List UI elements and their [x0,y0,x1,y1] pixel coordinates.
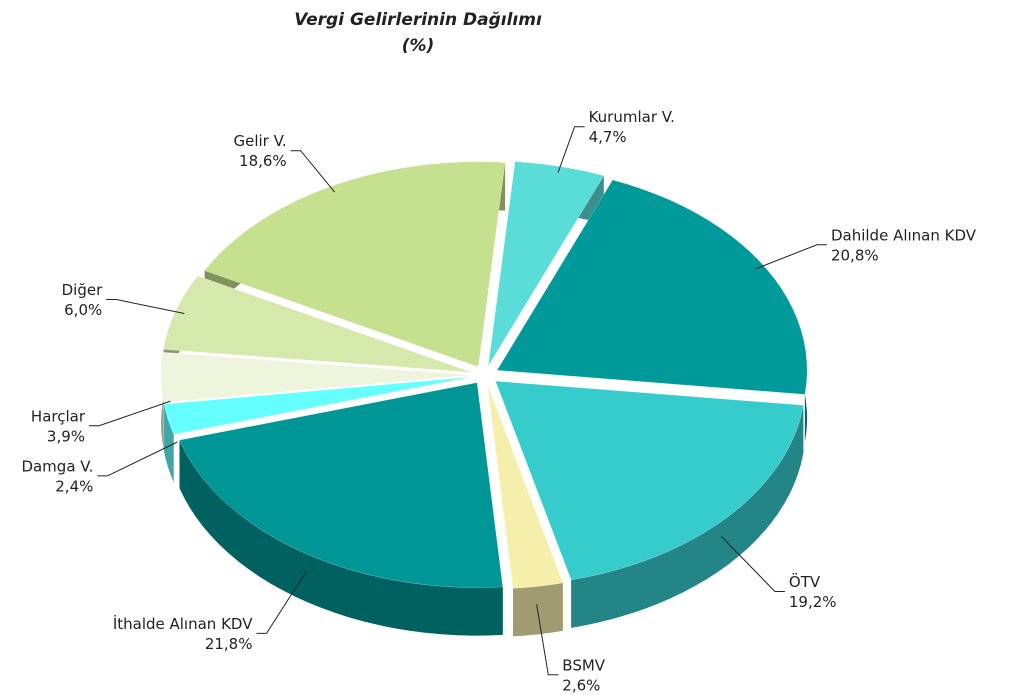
slice [179,382,504,588]
slice-label: Diğer [62,281,103,299]
slice [160,351,472,403]
slice-label: BSMV [562,656,605,674]
slice-value-label: 3,9% [47,427,85,445]
slice-side [164,404,174,483]
leader-line [89,400,171,427]
labels: Gelir V. 18,6% Kurumlar V. 4,7% Dahilde Alın… [21,108,976,694]
leader-line [720,536,785,593]
slice-label: Gelir V. [233,132,286,150]
slice [487,384,564,589]
leader-line [97,441,178,477]
slice-label: Damga V. [21,457,93,475]
slice-side [571,405,804,628]
slice-side-shade [164,404,174,483]
slice [163,376,472,435]
slice-side-shade [571,405,804,628]
leader-line [536,604,559,676]
chart-title: Vergi Gelirlerinin Dağılımı [294,10,542,30]
slice-label: Dahilde Alınan KDV [831,226,977,244]
slice-label: ÖTV [789,572,821,591]
slice-value-label: 18,6% [239,152,287,170]
slice-value-label: 4,7% [589,128,627,146]
leader-line [290,150,336,193]
slice-value-label: 20,8% [831,246,879,264]
leader-line [106,299,185,314]
slice-value-label: 2,6% [562,676,600,694]
slice-value-label: 2,4% [55,477,93,495]
slice-side-shade [179,440,503,636]
slice-value-label: 6,0% [64,301,102,319]
slice [495,380,804,581]
leader-line [256,570,308,634]
slice-label: Harçlar [31,407,86,425]
chart-subtitle: (%) [402,36,435,56]
leader-line [755,244,827,270]
leader-line [557,126,585,173]
slice-value-label: 19,2% [789,593,837,611]
slice-label: İthalde Alınan KDV [113,614,253,633]
slice-tops [160,161,808,589]
slice-side [179,440,503,636]
slice-label: Kurumlar V. [589,108,675,126]
slice-value-label: 21,8% [205,635,253,653]
